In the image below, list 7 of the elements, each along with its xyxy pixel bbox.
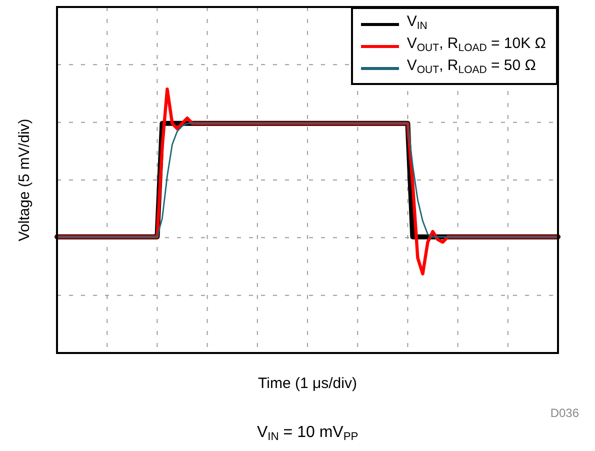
legend-label: V$_{IN}$ [406, 13, 428, 34]
legend-label: V$_{OUT}$, R$_{LOAD}$ = 50 Ω [406, 57, 536, 78]
legend-label: V$_{OUT}$, R$_{LOAD}$ = 10K Ω [406, 35, 546, 56]
text: D036 [550, 406, 579, 420]
x-axis-title: Time (1 μs/div) [258, 375, 357, 392]
text: V$_{IN}$ = 10 mV$_{PP}$ [257, 424, 358, 443]
y-axis-title: Voltage (5 mV/div) [16, 118, 34, 242]
